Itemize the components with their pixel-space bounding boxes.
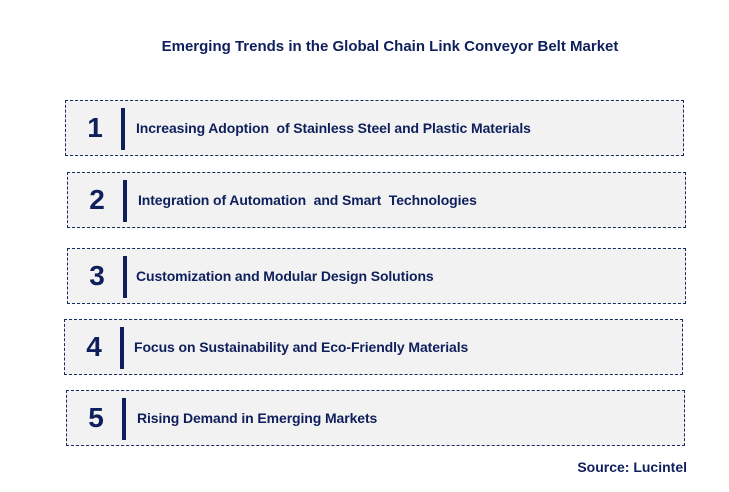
trend-number: 5 [88,402,104,433]
trend-number: 3 [89,260,105,291]
divider-bar [122,398,126,440]
divider-bar [123,180,127,222]
trend-item-1: 1 Increasing Adoption of Stainless Steel… [65,100,684,156]
trend-item-2: 2 Integration of Automation and Smart Te… [67,172,686,228]
divider-bar [123,256,127,298]
trend-label: Rising Demand in Emerging Markets [137,410,378,426]
trend-number: 4 [86,331,102,362]
trend-number: 1 [87,112,103,143]
trend-label: Focus on Sustainability and Eco-Friendly… [134,339,469,355]
trend-item-4: 4 Focus on Sustainability and Eco-Friend… [64,319,683,375]
trend-label: Integration of Automation and Smart Tech… [138,192,477,208]
diagram-title: Emerging Trends in the Global Chain Link… [161,38,619,55]
divider-bar [120,327,124,369]
trend-number: 2 [89,184,105,215]
trend-item-3: 3 Customization and Modular Design Solut… [67,248,686,304]
source-credit: Source: Lucintel [577,459,687,475]
divider-bar [121,108,125,150]
trend-label: Customization and Modular Design Solutio… [136,268,434,284]
trend-item-5: 5 Rising Demand in Emerging Markets [66,390,685,446]
trend-label: Increasing Adoption of Stainless Steel a… [136,120,531,136]
